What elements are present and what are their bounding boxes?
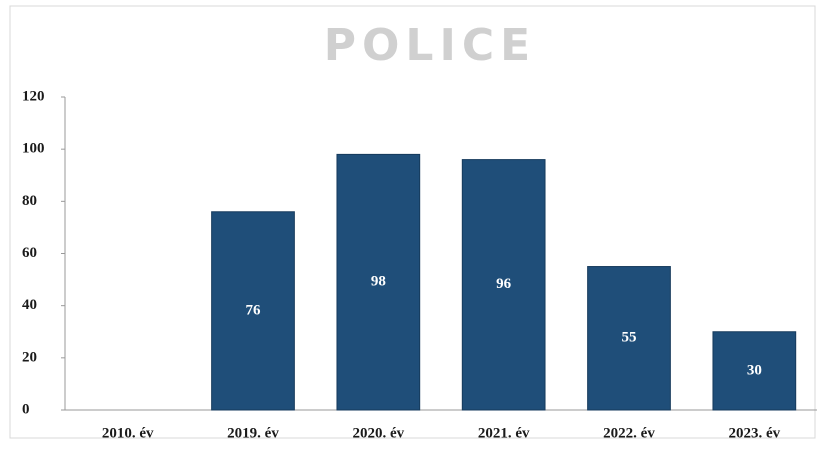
bar [211, 211, 295, 411]
value-label: 96 [496, 276, 512, 292]
x-tick-label: 2020. év [352, 425, 404, 441]
bar [336, 153, 421, 411]
y-tick-label: 0 [22, 401, 30, 417]
y-tick-label: 20 [22, 349, 37, 365]
x-tick-label: 2021. év [478, 425, 530, 441]
value-label: 98 [371, 274, 386, 290]
y-tick-label: 120 [22, 88, 45, 104]
x-tick-label: 2022. év [603, 425, 655, 441]
value-label: 76 [246, 302, 262, 318]
x-tick-label: 2019. év [227, 425, 279, 441]
bar [587, 266, 671, 411]
y-tick-label: 60 [22, 245, 37, 261]
bar [461, 159, 546, 411]
y-tick-label: 100 [22, 141, 45, 157]
bar [712, 331, 797, 411]
x-tick-label: 2023. év [728, 425, 780, 441]
y-tick-label: 80 [22, 193, 37, 209]
value-label: 55 [622, 330, 637, 346]
x-tick-label: 2010. év [102, 425, 154, 441]
watermark: POLICE [324, 20, 536, 71]
value-label: 30 [747, 362, 762, 378]
y-tick-label: 40 [22, 297, 37, 313]
